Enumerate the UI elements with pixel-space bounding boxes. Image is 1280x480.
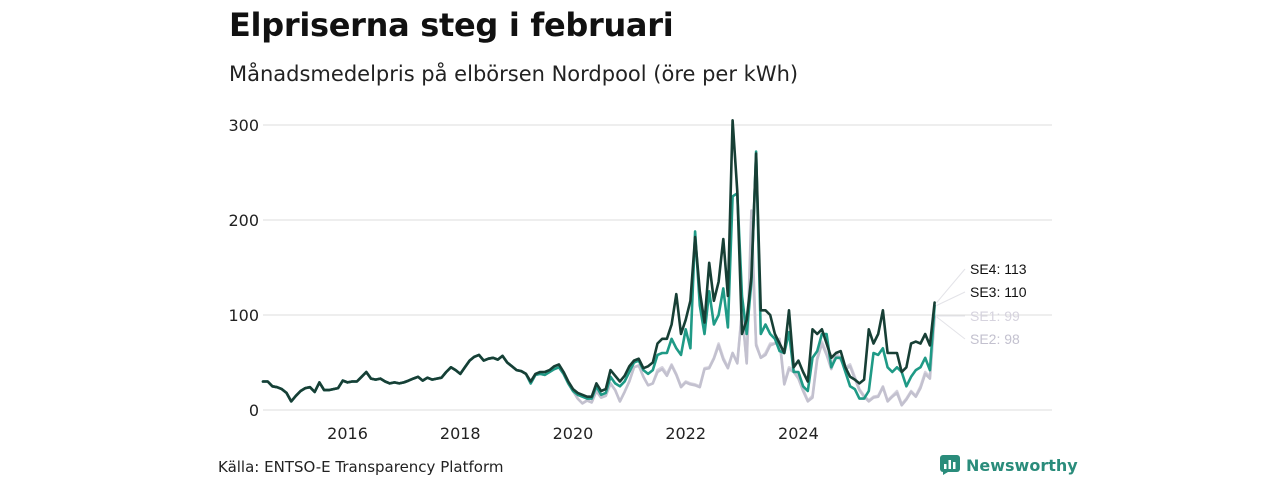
leader-line-se4 <box>936 268 966 303</box>
y-tick-label: 100 <box>228 306 259 325</box>
end-label-se2: SE2: 98 <box>970 331 1020 347</box>
y-tick-label: 0 <box>249 401 259 420</box>
x-tick-label: 2024 <box>778 424 819 443</box>
leader-line-se2 <box>936 316 966 340</box>
x-tick-label: 2018 <box>440 424 481 443</box>
chart-subtitle: Månadsmedelpris på elbörsen Nordpool (ör… <box>229 62 799 86</box>
x-tick-label: 2016 <box>327 424 368 443</box>
source-note: Källa: ENTSO-E Transparency Platform <box>218 458 504 476</box>
leader-line-se3 <box>936 291 966 306</box>
x-tick-label: 2020 <box>553 424 594 443</box>
chart-title: Elpriserna steg i februari <box>229 6 674 44</box>
end-label-se3: SE3: 110 <box>970 284 1027 300</box>
series-line-se3 <box>261 150 936 403</box>
brand-name: Newsworthy <box>966 455 1078 475</box>
series-line-se4 <box>261 119 936 403</box>
y-tick-label: 300 <box>228 116 259 135</box>
series-line-se1 <box>261 237 936 406</box>
y-tick-label: 200 <box>228 211 259 230</box>
newsworthy-icon <box>940 455 960 475</box>
end-label-se1: SE1: 99 <box>970 308 1020 324</box>
end-label-se4: SE4: 113 <box>970 261 1027 277</box>
brand-logo: Newsworthy <box>940 455 1078 475</box>
x-tick-label: 2022 <box>665 424 706 443</box>
